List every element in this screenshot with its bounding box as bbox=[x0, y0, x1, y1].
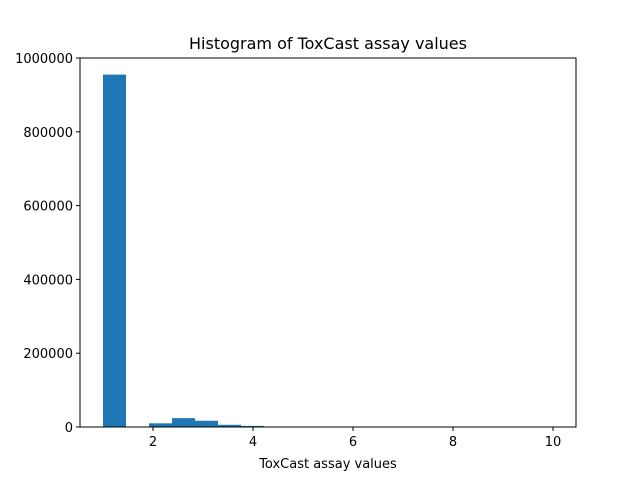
y-tick-label: 600000 bbox=[23, 200, 73, 215]
y-tick-label: 400000 bbox=[23, 273, 73, 288]
histogram-bar bbox=[195, 420, 218, 427]
x-tick-label: 2 bbox=[149, 435, 157, 450]
y-tick-label: 1000000 bbox=[15, 52, 73, 67]
histogram-bar bbox=[241, 425, 264, 427]
y-axis-ticks: 0 200000 400000 600000 800000 1000000 bbox=[15, 52, 80, 436]
plot-frame bbox=[79, 57, 577, 428]
histogram-bar bbox=[172, 418, 195, 427]
histogram-bar bbox=[218, 424, 241, 427]
x-tick-label: 8 bbox=[449, 435, 457, 450]
y-tick-label: 200000 bbox=[23, 347, 73, 362]
x-tick-label: 6 bbox=[349, 435, 357, 450]
y-tick-label: 800000 bbox=[23, 126, 73, 141]
chart-title: Histogram of ToxCast assay values bbox=[189, 34, 467, 53]
x-axis-ticks: 2 4 6 8 10 bbox=[149, 427, 561, 450]
x-tick-label: 10 bbox=[545, 435, 562, 450]
bars-group bbox=[103, 74, 264, 427]
histogram-bar bbox=[103, 74, 126, 427]
histogram-bar bbox=[149, 423, 172, 427]
x-tick-label: 4 bbox=[249, 435, 257, 450]
x-axis-label: ToxCast assay values bbox=[258, 457, 397, 472]
y-tick-label: 0 bbox=[65, 421, 73, 436]
